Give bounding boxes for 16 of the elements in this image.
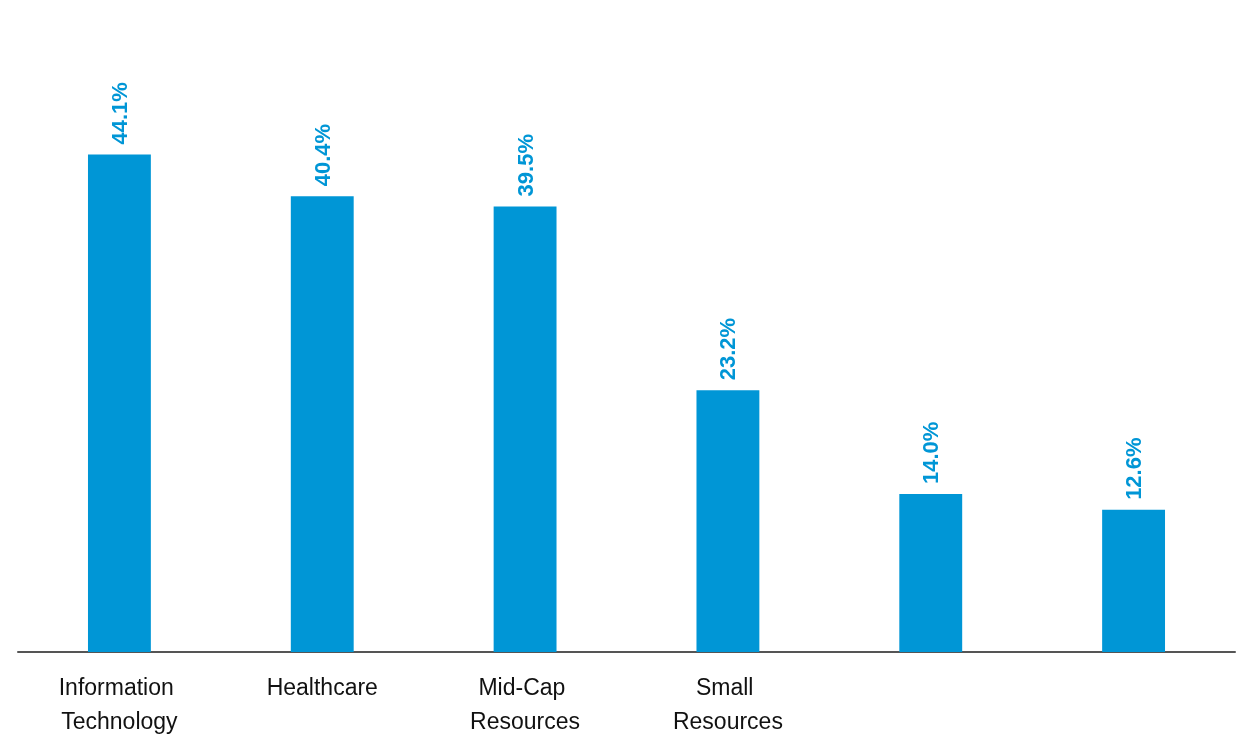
data-label: 12.6% bbox=[1121, 437, 1147, 500]
data-label: 39.5% bbox=[512, 134, 538, 197]
bar bbox=[696, 390, 760, 652]
data-label: 23.2% bbox=[715, 317, 741, 381]
bar bbox=[899, 494, 963, 652]
x-tick-label: Mid-Cap Resources bbox=[470, 674, 581, 734]
bar bbox=[1102, 509, 1166, 652]
bar bbox=[87, 154, 151, 652]
bar bbox=[493, 206, 557, 652]
data-label: 44.1% bbox=[106, 82, 132, 145]
x-tick-label: Healthcare bbox=[266, 674, 378, 700]
data-label: 14.0% bbox=[918, 421, 944, 485]
x-tick-label: Small Resources bbox=[672, 674, 783, 734]
data-label: 40.4% bbox=[309, 123, 335, 187]
x-tick-label: Information Technology bbox=[58, 674, 181, 734]
bar bbox=[290, 196, 354, 652]
